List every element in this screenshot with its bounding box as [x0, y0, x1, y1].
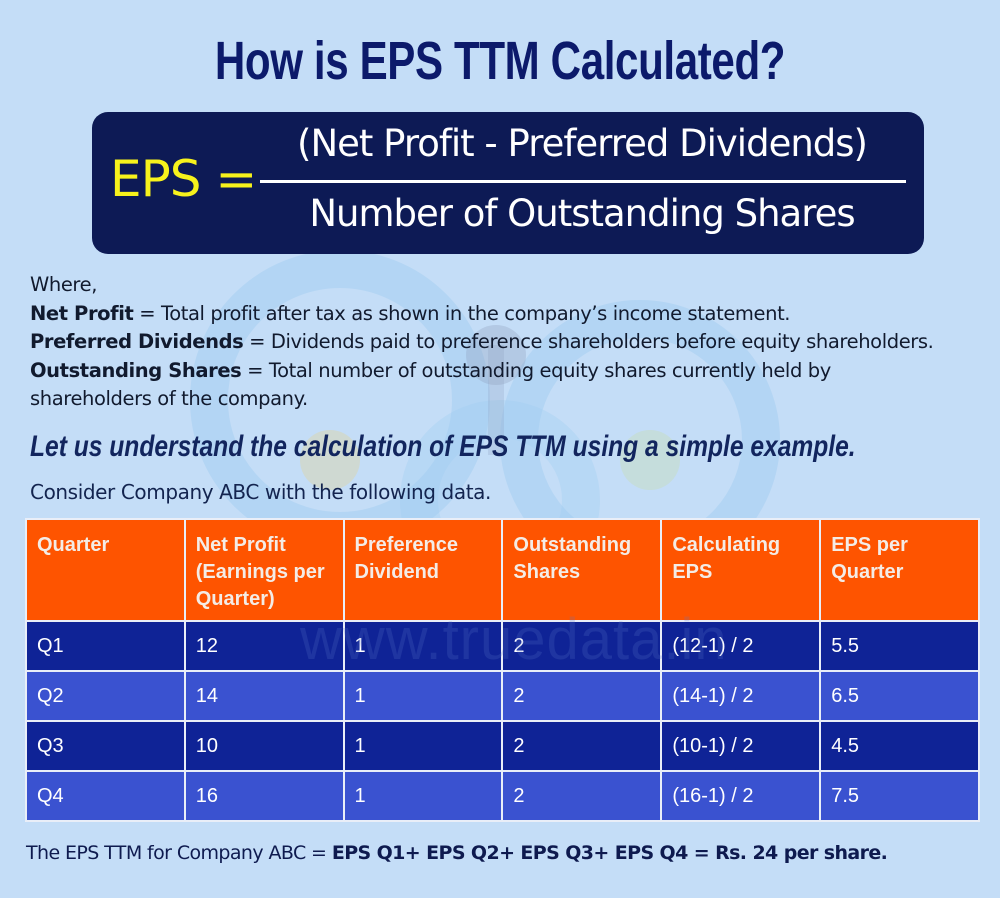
cell-outstanding-shares: 2 [501, 620, 663, 672]
cell-outstanding-shares: 2 [501, 770, 663, 822]
cell-quarter: Q1 [25, 620, 186, 672]
table-row: Q4 16 1 2 (16-1) / 2 7.5 [25, 770, 980, 822]
cell-eps-per-quarter: 7.5 [819, 770, 980, 822]
header-preference-dividend: Preference Dividend [342, 518, 504, 622]
definition-net-profit: Net Profit = Total profit after tax as s… [30, 301, 791, 325]
definition-term: Outstanding Shares [30, 358, 242, 382]
cell-eps-per-quarter: 4.5 [819, 720, 980, 772]
cell-net-profit: 16 [183, 770, 345, 822]
definition-term: Preferred Dividends [30, 330, 244, 353]
summary-line: The EPS TTM for Company ABC = EPS Q1+ EP… [26, 842, 888, 864]
definitions-intro: Where, [30, 273, 98, 296]
eps-table: Quarter Net Profit (Earnings per Quarter… [25, 518, 980, 822]
cell-net-profit: 12 [183, 620, 345, 672]
example-intro: Consider Company ABC with the following … [30, 480, 491, 504]
table-row: Q1 12 1 2 (12-1) / 2 5.5 [25, 620, 980, 672]
cell-quarter: Q4 [25, 770, 186, 822]
definitions: Where, Net Profit = Total profit after t… [30, 271, 990, 414]
cell-net-profit: 10 [183, 720, 345, 772]
formula-numerator: (Net Profit - Preferred Dividends) [297, 122, 868, 165]
definition-term: Net Profit [30, 301, 134, 325]
definition-text: Dividends paid to preference shareholder… [270, 330, 934, 353]
header-quarter: Quarter [25, 518, 186, 622]
cell-outstanding-shares: 2 [501, 670, 663, 722]
cell-calculating-eps: (16-1) / 2 [660, 770, 822, 822]
cell-quarter: Q2 [25, 670, 186, 722]
table-row: Q3 10 1 2 (10-1) / 2 4.5 [25, 720, 980, 772]
cell-eps-per-quarter: 6.5 [819, 670, 980, 722]
example-heading: Let us understand the calculation of EPS… [30, 430, 856, 463]
formula-lhs: EPS = [110, 150, 257, 208]
formula-box: EPS = (Net Profit - Preferred Dividends)… [92, 112, 924, 254]
cell-calculating-eps: (10-1) / 2 [660, 720, 822, 772]
definition-text: Total profit after tax as shown in the c… [161, 301, 791, 325]
header-net-profit: Net Profit (Earnings per Quarter) [183, 518, 345, 622]
page-title: How is EPS TTM Calculated? [214, 31, 786, 91]
cell-preference-dividend: 1 [342, 620, 504, 672]
cell-preference-dividend: 1 [342, 670, 504, 722]
cell-eps-per-quarter: 5.5 [819, 620, 980, 672]
formula-denominator: Number of Outstanding Shares [309, 192, 855, 235]
cell-preference-dividend: 1 [342, 770, 504, 822]
cell-calculating-eps: (14-1) / 2 [660, 670, 822, 722]
header-eps-per-quarter: EPS per Quarter [819, 518, 980, 622]
header-outstanding-shares: Outstanding Shares [501, 518, 663, 622]
header-calculating-eps: Calculating EPS [660, 518, 822, 622]
definition-preferred-dividends: Preferred Dividends = Dividends paid to … [30, 330, 934, 353]
definition-text: Total number of outstanding equity share… [30, 358, 831, 411]
table-header-row: Quarter Net Profit (Earnings per Quarter… [25, 518, 980, 622]
cell-outstanding-shares: 2 [501, 720, 663, 772]
definition-outstanding-shares: Outstanding Shares = Total number of out… [30, 358, 831, 411]
cell-quarter: Q3 [25, 720, 186, 772]
cell-calculating-eps: (12-1) / 2 [660, 620, 822, 672]
cell-preference-dividend: 1 [342, 720, 504, 772]
cell-net-profit: 14 [183, 670, 345, 722]
summary-result: EPS Q1+ EPS Q2+ EPS Q3+ EPS Q4 = Rs. 24 … [331, 842, 888, 864]
table-row: Q2 14 1 2 (14-1) / 2 6.5 [25, 670, 980, 722]
fraction-bar [260, 180, 906, 183]
summary-prefix: The EPS TTM for Company ABC = [26, 842, 332, 864]
